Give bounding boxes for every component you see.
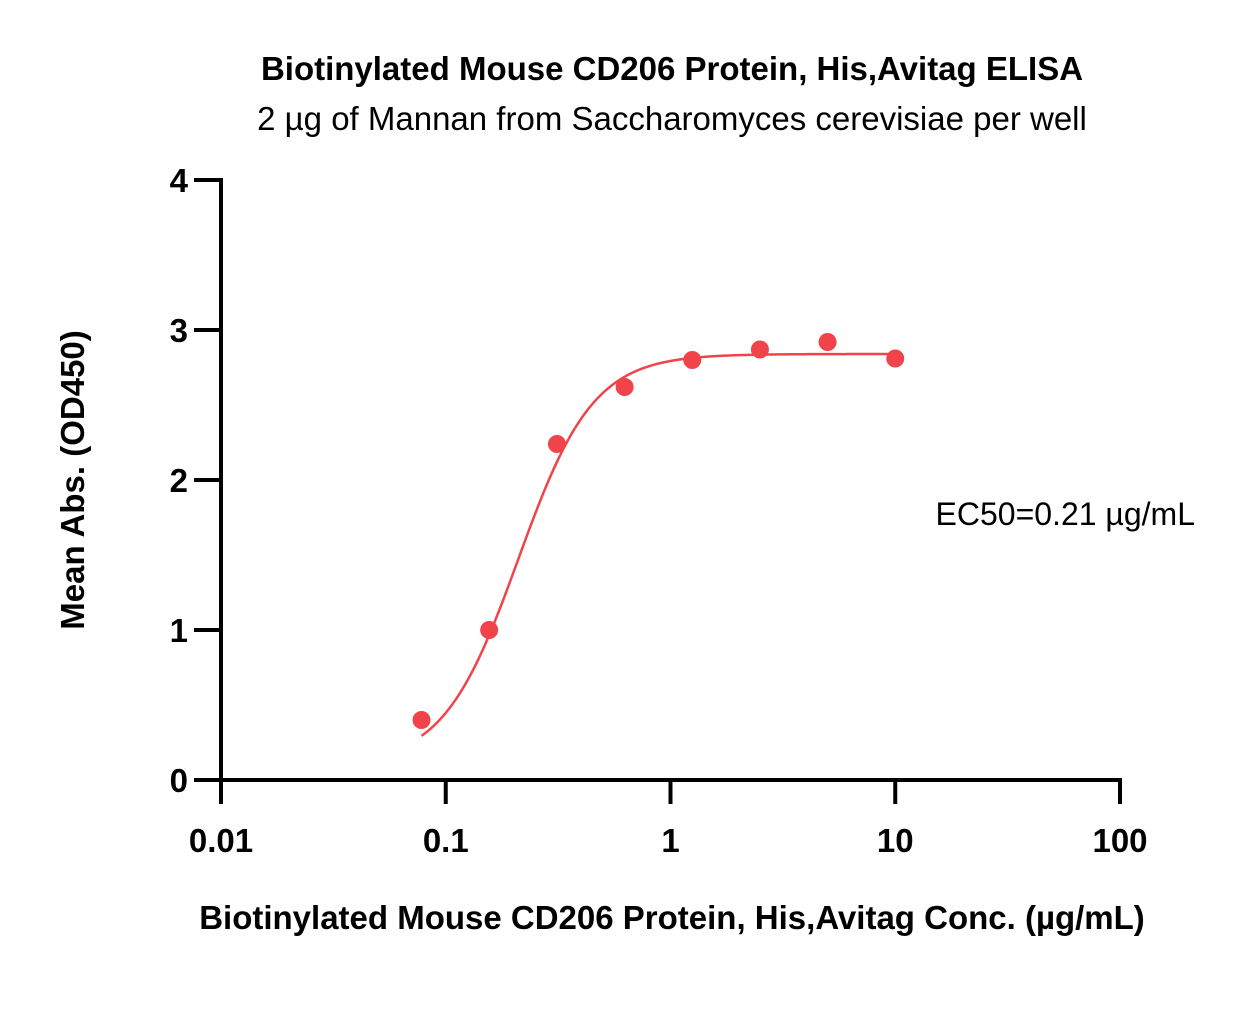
chart-title: Biotinylated Mouse CD206 Protein, His,Av…: [261, 50, 1083, 87]
data-point: [547, 435, 566, 453]
y-tick-label: 2: [170, 462, 188, 499]
y-tick-label: 3: [170, 312, 188, 349]
ec50-annotation: EC50=0.21 µg/mL: [936, 496, 1195, 532]
y-tick-label: 4: [170, 162, 189, 199]
data-point: [412, 711, 431, 729]
data-point: [886, 349, 905, 368]
chart-subtitle: 2 µg of Mannan from Saccharomyces cerevi…: [257, 100, 1087, 137]
x-tick-label: 0.1: [423, 822, 469, 859]
x-ticks: 0.01 0.1 1 10 100: [189, 780, 1148, 859]
x-tick-label: 10: [877, 822, 914, 859]
x-axis-label: Biotinylated Mouse CD206 Protein, His,Av…: [199, 899, 1145, 936]
data-point: [818, 333, 837, 351]
data-points: [412, 333, 905, 729]
y-tick-label: 0: [170, 762, 188, 799]
y-tick-label: 1: [170, 612, 188, 649]
data-point: [480, 621, 499, 639]
data-point: [615, 378, 634, 396]
fit-curve-line: [420, 352, 896, 737]
y-axis-label: Mean Abs. (OD450): [54, 330, 91, 630]
y-ticks: 0 1 2 3 4: [170, 162, 221, 799]
x-tick-label: 1: [661, 822, 679, 859]
x-tick-label: 100: [1092, 822, 1147, 859]
x-tick-label: 0.01: [189, 822, 253, 859]
data-point: [750, 340, 769, 359]
data-point: [683, 351, 702, 369]
axes: [219, 178, 1122, 782]
